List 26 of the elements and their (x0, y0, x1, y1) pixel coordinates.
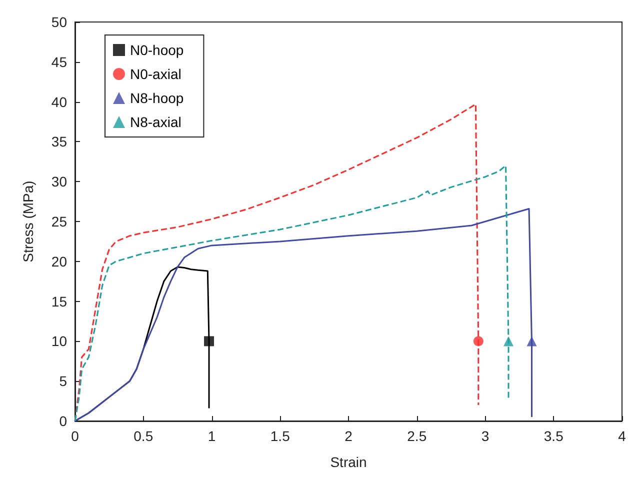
x-tick-label: 0 (71, 428, 80, 444)
legend-label: N0-hoop (130, 42, 184, 58)
y-tick-label: 25 (51, 214, 68, 230)
x-tick-label: 2.5 (407, 428, 427, 444)
x-tick-label: 3 (481, 428, 490, 444)
y-tick-label: 30 (51, 174, 68, 190)
y-tick-label: 15 (51, 293, 68, 310)
y-tick-label: 10 (51, 333, 68, 350)
x-tick-label: 0.5 (134, 428, 154, 444)
legend-label: N8-hoop (130, 90, 184, 106)
y-tick-label: 45 (51, 54, 68, 70)
x-axis-title: Strain (330, 454, 367, 470)
x-tick-label: 3.5 (544, 428, 564, 444)
legend-label: N0-axial (130, 66, 182, 82)
y-tick-label: 40 (51, 94, 68, 110)
y-tick-label: 20 (51, 253, 68, 270)
y-tick-label: 5 (59, 373, 68, 390)
x-tick-label: 1.5 (270, 428, 290, 444)
y-tick-label: 50 (51, 14, 68, 30)
y-axis-title: Stress (MPa) (20, 180, 36, 262)
y-tick-label: 0 (59, 413, 68, 429)
legend-label: N8-axial (130, 114, 182, 130)
x-tick-label: 2 (344, 428, 353, 444)
x-tick-label: 4 (618, 428, 626, 444)
x-tick-label: 1 (208, 428, 216, 444)
y-tick-label: 35 (51, 134, 68, 150)
